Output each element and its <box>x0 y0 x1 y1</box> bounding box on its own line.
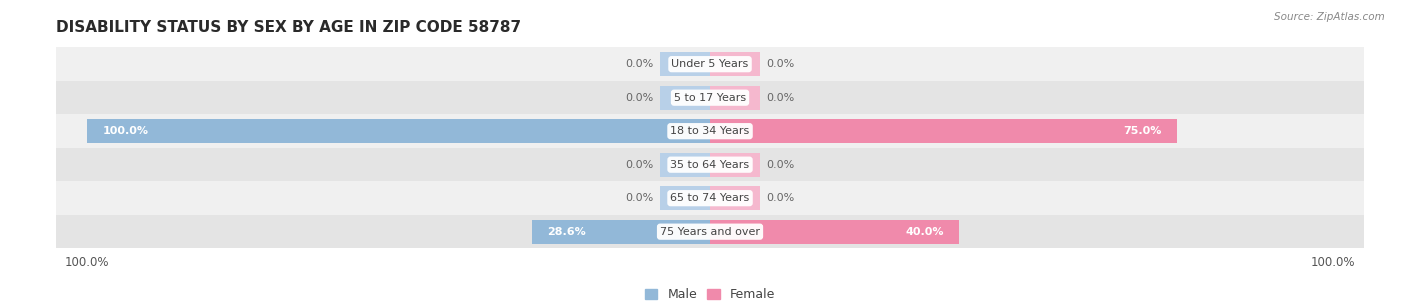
Text: DISABILITY STATUS BY SEX BY AGE IN ZIP CODE 58787: DISABILITY STATUS BY SEX BY AGE IN ZIP C… <box>56 20 522 35</box>
Text: 28.6%: 28.6% <box>547 227 586 237</box>
Text: Source: ZipAtlas.com: Source: ZipAtlas.com <box>1274 12 1385 22</box>
Legend: Male, Female: Male, Female <box>645 288 775 301</box>
Bar <box>710 152 759 177</box>
Text: 65 to 74 Years: 65 to 74 Years <box>671 193 749 203</box>
Bar <box>710 119 1177 143</box>
Bar <box>87 119 710 143</box>
Bar <box>661 152 710 177</box>
Bar <box>56 148 1364 181</box>
Bar <box>661 186 710 210</box>
Bar <box>710 86 759 110</box>
Text: 100.0%: 100.0% <box>103 126 149 136</box>
Bar <box>56 181 1364 215</box>
Text: 75.0%: 75.0% <box>1123 126 1161 136</box>
Bar <box>710 186 759 210</box>
Bar <box>56 215 1364 249</box>
Bar <box>661 86 710 110</box>
Bar <box>56 114 1364 148</box>
Text: 0.0%: 0.0% <box>626 93 654 103</box>
Text: Under 5 Years: Under 5 Years <box>672 59 748 69</box>
Bar <box>56 81 1364 114</box>
Text: 0.0%: 0.0% <box>766 193 794 203</box>
Text: 40.0%: 40.0% <box>905 227 943 237</box>
Text: 18 to 34 Years: 18 to 34 Years <box>671 126 749 136</box>
Text: 0.0%: 0.0% <box>626 160 654 170</box>
Text: 0.0%: 0.0% <box>626 193 654 203</box>
Text: 0.0%: 0.0% <box>766 160 794 170</box>
Bar <box>661 52 710 76</box>
Text: 5 to 17 Years: 5 to 17 Years <box>673 93 747 103</box>
Bar <box>531 220 710 244</box>
Text: 0.0%: 0.0% <box>626 59 654 69</box>
Text: 35 to 64 Years: 35 to 64 Years <box>671 160 749 170</box>
Text: 0.0%: 0.0% <box>766 93 794 103</box>
Bar <box>710 220 959 244</box>
Text: 0.0%: 0.0% <box>766 59 794 69</box>
Text: 75 Years and over: 75 Years and over <box>659 227 761 237</box>
Bar <box>56 47 1364 81</box>
Bar <box>531 220 710 244</box>
Bar <box>710 52 759 76</box>
Bar <box>87 119 710 143</box>
